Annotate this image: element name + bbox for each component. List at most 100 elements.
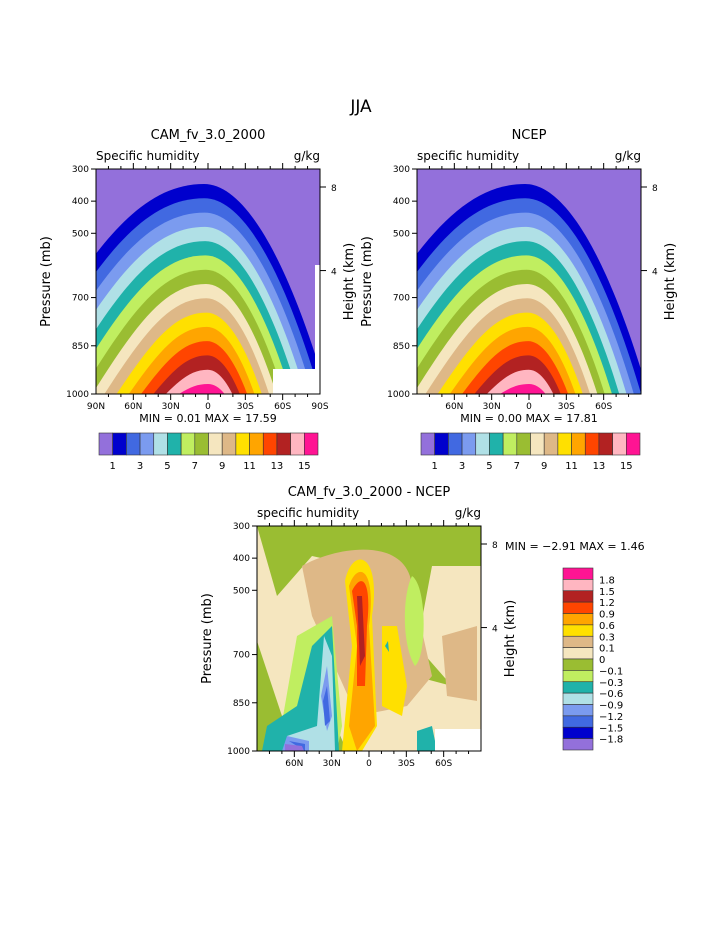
y-axis-right-label: Height (km) bbox=[663, 243, 678, 320]
colorbar-label: 0.3 bbox=[599, 632, 615, 643]
contour-level-15 bbox=[500, 384, 546, 394]
colorbar-swatch bbox=[290, 432, 305, 456]
colorbar-label: 9 bbox=[541, 461, 547, 472]
colorbar-label: 0.1 bbox=[599, 644, 615, 655]
colorbar-swatch bbox=[194, 432, 209, 456]
y-right-tick-label: 4 bbox=[492, 625, 498, 635]
colorbar-label: 3 bbox=[137, 461, 143, 472]
variable-label: Specific humidity bbox=[96, 149, 200, 163]
y-tick-label: 500 bbox=[233, 586, 250, 596]
colorbar-swatch bbox=[562, 681, 594, 694]
colorbar-swatch bbox=[221, 432, 237, 456]
colorbar-label: 1.2 bbox=[599, 598, 615, 609]
colorbar-label: 15 bbox=[620, 461, 633, 472]
colorbar-swatch bbox=[475, 432, 490, 456]
units-label: g/kg bbox=[294, 149, 320, 163]
plot-frame bbox=[256, 525, 482, 752]
colorbar-label: 1.5 bbox=[599, 587, 615, 598]
y-axis-label: Pressure (mb) bbox=[200, 593, 215, 684]
contour-region bbox=[282, 666, 332, 751]
colorbar-swatch bbox=[562, 613, 594, 626]
colorbar-label: 0 bbox=[599, 655, 605, 666]
variable-label: specific humidity bbox=[417, 149, 519, 163]
colorbar-swatch bbox=[420, 432, 435, 456]
panel-2: CAM_fv_3.0_2000 - NCEP specific humidity g… bbox=[200, 485, 645, 769]
colorbar-label: 1.8 bbox=[599, 575, 615, 586]
colorbar-swatch bbox=[530, 432, 545, 456]
x-tick-label: 60S bbox=[435, 759, 452, 769]
plot-frame bbox=[95, 168, 321, 395]
colorbar-swatch bbox=[562, 635, 594, 648]
x-tick-label: 30S bbox=[398, 759, 415, 769]
colorbar-swatch bbox=[461, 432, 477, 456]
colorbar-swatch bbox=[502, 432, 518, 456]
colorbar-label: 5 bbox=[164, 461, 170, 472]
x-tick-label: 0 bbox=[526, 402, 532, 412]
colorbar-swatch bbox=[180, 432, 196, 456]
colorbar-label: 15 bbox=[298, 461, 311, 472]
colorbar-label: −0.9 bbox=[599, 701, 623, 712]
y-axis-label: Pressure (mb) bbox=[360, 236, 375, 327]
colorbar-label: 7 bbox=[192, 461, 198, 472]
y-axis-label: Pressure (mb) bbox=[39, 236, 54, 327]
colorbar-swatch bbox=[448, 432, 463, 456]
missing-data bbox=[435, 729, 481, 751]
y-right-tick-label: 4 bbox=[652, 268, 658, 278]
colorbar-swatch bbox=[557, 432, 572, 456]
y-right-tick-label: 8 bbox=[331, 184, 337, 194]
colorbar-swatch bbox=[571, 432, 586, 456]
contour-fills bbox=[96, 169, 320, 394]
y-tick-label: 400 bbox=[233, 554, 250, 564]
contour-field-0 bbox=[95, 168, 321, 395]
missing-data bbox=[273, 369, 320, 394]
contour-region bbox=[442, 626, 477, 701]
y-tick-label: 850 bbox=[72, 342, 89, 352]
contour-region bbox=[417, 726, 437, 751]
colorbar-swatch bbox=[208, 432, 223, 456]
figure-title: JJA bbox=[349, 97, 372, 117]
y-tick-label: 1000 bbox=[227, 747, 250, 757]
colorbar-swatch bbox=[562, 579, 594, 592]
colorbar-label: 1 bbox=[432, 461, 438, 472]
y-right-tick-label: 8 bbox=[652, 184, 658, 194]
x-tick-label: 30N bbox=[483, 402, 501, 412]
min-max-stats: MIN = −2.91 MAX = 1.46 bbox=[505, 540, 645, 553]
colorbar-label: −1.8 bbox=[599, 735, 623, 746]
contour-field-2 bbox=[256, 525, 482, 752]
y-tick-label: 300 bbox=[233, 522, 250, 532]
colorbar-swatch bbox=[584, 432, 600, 456]
panel-1: NCEP specific humidity g/kg Pressure (mb) He… bbox=[360, 128, 678, 425]
contour-region bbox=[285, 744, 304, 751]
colorbar-swatch bbox=[543, 432, 559, 456]
contour-field-1 bbox=[416, 168, 642, 395]
colorbar-swatch bbox=[516, 432, 531, 456]
colorbar-swatch bbox=[562, 715, 594, 728]
min-max-stats: MIN = 0.00 MAX = 17.81 bbox=[460, 412, 597, 425]
colorbar-swatch bbox=[612, 432, 627, 456]
missing-data bbox=[315, 265, 320, 375]
y-tick-label: 850 bbox=[393, 342, 410, 352]
y-axis-right-label: Height (km) bbox=[342, 243, 357, 320]
colorbar-label: 13 bbox=[593, 461, 606, 472]
colorbar-swatch bbox=[562, 670, 594, 683]
panel-0: CAM_fv_3.0_2000 Specific humidity g/kg Pres… bbox=[39, 128, 357, 425]
colorbar-swatch bbox=[98, 432, 113, 456]
colorbar-label: 11 bbox=[243, 461, 256, 472]
colorbar-label: −1.5 bbox=[599, 723, 623, 734]
colorbar-label: 5 bbox=[486, 461, 492, 472]
colorbar-swatch bbox=[598, 432, 613, 456]
colorbar-swatch bbox=[562, 738, 594, 751]
colorbar-swatch bbox=[249, 432, 264, 456]
x-tick-label: 30N bbox=[162, 402, 180, 412]
contour-region bbox=[404, 576, 424, 666]
panel-title: NCEP bbox=[512, 128, 547, 143]
contour-fills bbox=[257, 526, 481, 751]
colorbar-label: 7 bbox=[514, 461, 520, 472]
y-tick-label: 700 bbox=[233, 651, 250, 661]
colorbar-swatch bbox=[276, 432, 291, 456]
y-tick-label: 400 bbox=[393, 197, 410, 207]
y-tick-label: 500 bbox=[72, 229, 89, 239]
contour-region bbox=[357, 596, 365, 666]
colorbar-swatch bbox=[167, 432, 182, 456]
colorbar-swatch bbox=[562, 590, 594, 603]
